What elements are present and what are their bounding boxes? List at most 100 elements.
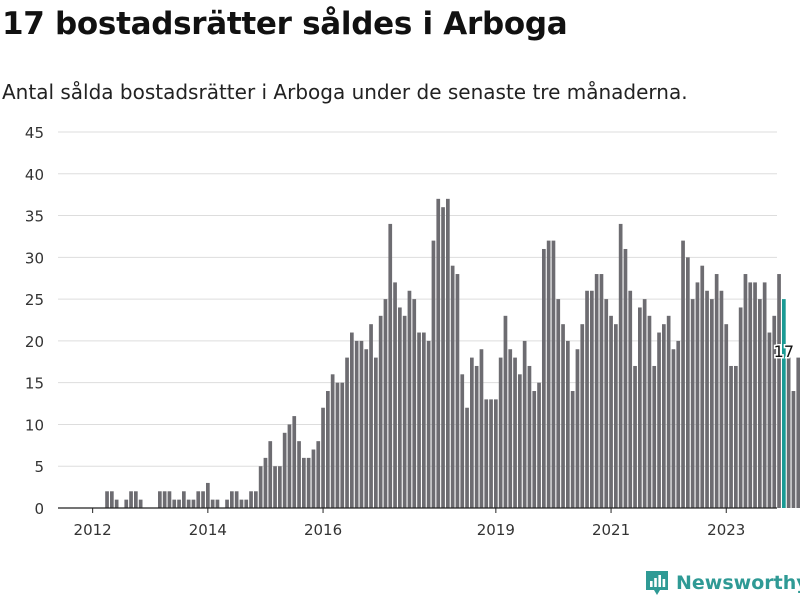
bar [316,441,321,508]
bar [724,324,729,508]
brand-logo: Newsworthy [644,568,800,598]
bar [546,240,551,508]
bar [585,290,589,508]
bar [609,315,613,508]
y-tick-label: 40 [25,166,44,184]
bar [498,357,503,508]
bar [431,240,436,508]
bar [748,282,753,508]
bar [460,374,465,508]
bar [407,290,412,508]
x-tick-label: 2016 [304,521,342,539]
bar [124,499,129,508]
bar [484,399,489,508]
bar [705,290,709,508]
bar [518,374,522,508]
bar [383,299,388,508]
bar [710,299,714,508]
bar [455,274,460,508]
bar [388,223,393,508]
bar [239,499,244,508]
bar [503,315,508,508]
bar [282,432,287,508]
bar [167,491,172,508]
bar [743,274,748,508]
bar [508,349,513,508]
bar [513,357,517,508]
bar [378,315,383,508]
x-tick-label: 2014 [189,521,227,539]
bar [364,349,369,508]
brand-name: Newsworthy [676,572,800,594]
y-tick-label: 35 [25,208,44,226]
bar [753,282,757,508]
bar [522,340,527,508]
bar [114,499,119,508]
chart-subtitle: Antal sålda bostadsrätter i Arboga under… [2,80,688,104]
bar [330,374,335,508]
bar [796,357,800,508]
bar [719,290,724,508]
bar [614,324,618,508]
bar [542,248,546,509]
bar [470,357,474,508]
bar [244,499,249,508]
bar [590,290,594,508]
bar [772,315,777,508]
chart-title: 17 bostadsrätter såldes i Arboga [2,6,568,42]
bar [326,391,330,508]
bar [196,491,201,508]
bar [321,407,325,508]
bar [638,307,642,508]
highlight-bar [782,299,786,508]
bar [489,399,493,508]
bar [628,290,633,508]
bar [599,274,604,508]
bar [580,324,585,508]
bar [297,441,301,508]
bar [738,307,743,508]
bar [676,340,681,508]
bar [340,382,345,508]
y-tick-label: 30 [25,249,44,267]
bar [306,457,311,508]
bar [398,307,402,508]
bar [359,340,364,508]
bar [561,324,565,508]
bar [138,499,143,508]
bar [786,357,791,508]
bar [566,340,570,508]
bar [350,332,354,508]
bar [686,257,690,508]
bar [642,299,647,508]
bar [426,340,431,508]
bar [791,391,796,508]
bar [758,299,762,508]
bar [369,324,373,508]
bar [206,482,210,508]
bar [186,499,191,508]
bar [201,491,205,508]
bar [210,499,215,508]
y-tick-label: 5 [34,458,44,476]
bar [302,457,306,508]
bar [681,240,685,508]
bar [575,349,580,508]
bar [729,365,733,508]
bar [532,391,537,508]
y-tick-label: 0 [34,500,44,518]
bar [129,491,133,508]
bar [191,499,196,508]
bar [105,491,109,508]
bar [422,332,426,508]
bar [436,198,441,508]
bar [374,357,378,508]
y-tick-label: 10 [25,416,44,434]
bar [158,491,162,508]
y-tick-label: 15 [25,375,44,393]
newsworthy-logo-icon [646,571,668,595]
bar [441,207,445,508]
bar [292,416,297,508]
bar [263,457,268,508]
